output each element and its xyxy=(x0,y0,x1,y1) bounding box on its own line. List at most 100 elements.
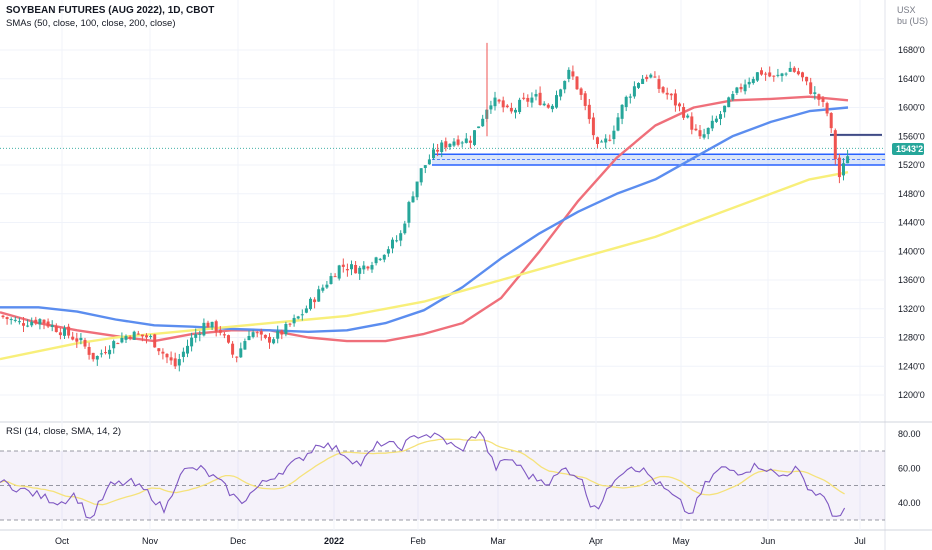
candle xyxy=(120,332,124,344)
candle xyxy=(460,140,464,148)
candle xyxy=(231,341,235,358)
candle xyxy=(317,285,321,302)
candle xyxy=(493,91,497,111)
candle xyxy=(235,356,239,363)
candle xyxy=(190,332,194,352)
candle xyxy=(415,181,419,201)
candle-body xyxy=(587,104,591,120)
candle-body xyxy=(641,78,645,84)
candle-body xyxy=(600,141,604,143)
candle xyxy=(194,328,198,343)
candle xyxy=(637,82,640,90)
candle-body xyxy=(735,87,739,93)
candle-body xyxy=(825,103,829,114)
candle xyxy=(75,332,79,348)
candle xyxy=(218,326,222,336)
candle-body xyxy=(153,334,157,348)
candle xyxy=(251,329,255,339)
candle-body xyxy=(452,141,456,146)
price-tick-label: 1360'0 xyxy=(898,275,925,285)
candle-body xyxy=(222,334,226,336)
candle xyxy=(776,68,780,78)
candle-body xyxy=(403,223,407,234)
candle-body xyxy=(505,105,509,108)
candle-body xyxy=(337,265,341,279)
rsi-line xyxy=(0,430,846,519)
candle xyxy=(87,342,91,360)
candle-body xyxy=(304,308,308,313)
candle-body xyxy=(296,316,300,319)
candle-body xyxy=(682,106,686,118)
candle xyxy=(567,67,571,83)
candle-body xyxy=(165,353,169,358)
candle-body xyxy=(292,317,296,324)
candle xyxy=(805,76,809,86)
candle xyxy=(456,135,460,147)
candle-body xyxy=(657,79,661,89)
time-tick-label: Oct xyxy=(55,536,70,546)
candle-body xyxy=(575,76,579,90)
candle-body xyxy=(481,118,485,127)
candle-body xyxy=(22,323,25,326)
candle xyxy=(706,127,710,140)
candle-body xyxy=(624,96,628,108)
candle-body xyxy=(83,339,87,347)
candle xyxy=(42,319,46,330)
candle-body xyxy=(112,341,116,349)
candle xyxy=(350,260,353,276)
candle xyxy=(710,115,714,132)
candle-body xyxy=(329,276,333,284)
price-tick-label: 1280'0 xyxy=(898,333,925,343)
candle xyxy=(112,339,116,354)
candle-body xyxy=(99,353,103,355)
candle xyxy=(686,113,690,119)
candle-body xyxy=(407,202,411,223)
candle-body xyxy=(17,321,21,323)
unit-label-currency: USX xyxy=(897,5,916,15)
candle-body xyxy=(530,97,534,103)
candle-body xyxy=(71,336,75,340)
candle-body xyxy=(157,348,161,352)
candle xyxy=(571,65,575,80)
candle xyxy=(825,101,829,117)
candle xyxy=(518,97,522,115)
candle xyxy=(632,81,636,99)
candle xyxy=(587,98,591,124)
unit-label-measure: bu (US) xyxy=(897,16,928,26)
price-tick-label: 1560'0 xyxy=(898,131,925,141)
candle xyxy=(784,72,788,77)
candle xyxy=(526,94,530,107)
candle xyxy=(468,135,472,149)
candle xyxy=(579,87,583,101)
candle xyxy=(522,92,526,101)
candle xyxy=(13,316,17,323)
candle-body xyxy=(649,74,653,78)
candle-body xyxy=(132,331,136,340)
candle xyxy=(739,83,743,93)
candle-body xyxy=(108,349,112,355)
candle-body xyxy=(42,319,46,324)
candle xyxy=(477,126,481,129)
candle-body xyxy=(177,359,181,366)
candle-body xyxy=(268,336,271,343)
candle xyxy=(649,73,653,79)
candle-body xyxy=(776,74,780,76)
candle-body xyxy=(460,142,464,144)
candle xyxy=(624,95,628,112)
candle xyxy=(149,334,153,340)
candle xyxy=(128,335,132,341)
candle xyxy=(108,345,112,359)
candle-body xyxy=(829,113,833,129)
price-tick-label: 1480'0 xyxy=(898,189,925,199)
candle xyxy=(423,165,427,174)
candle-body xyxy=(386,249,390,254)
candle xyxy=(436,143,440,157)
candle-body xyxy=(637,82,640,88)
candle xyxy=(743,79,747,95)
candle xyxy=(198,330,202,342)
candle-body xyxy=(345,269,349,271)
candle-body xyxy=(678,103,681,107)
candle-body xyxy=(38,319,42,325)
